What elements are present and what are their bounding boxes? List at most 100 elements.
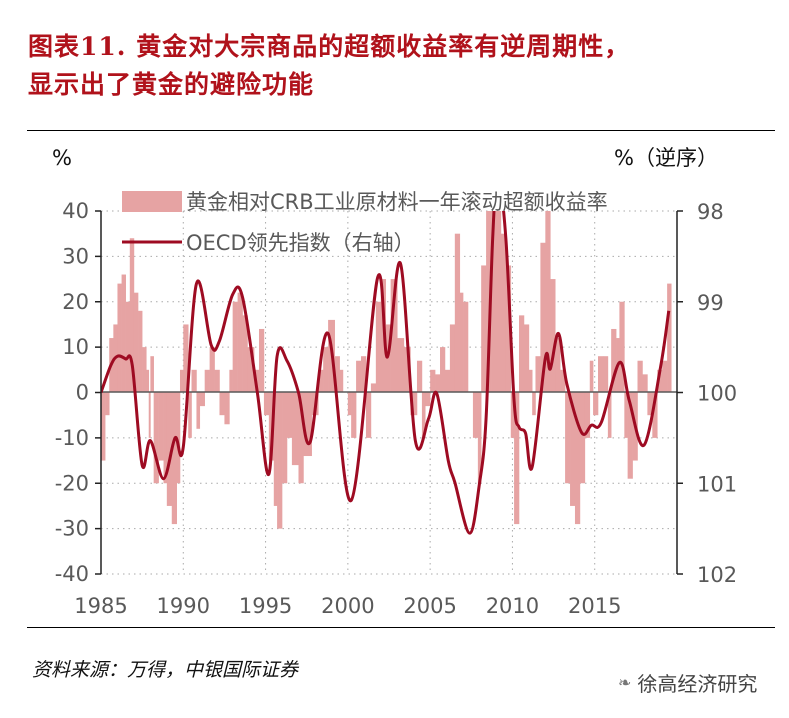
bar xyxy=(105,392,110,416)
left-tick-label: 20 xyxy=(62,290,89,314)
bar xyxy=(356,360,362,393)
bar xyxy=(188,392,192,438)
watermark-text: 徐高经济研究 xyxy=(637,674,758,696)
bar xyxy=(163,392,168,484)
bar xyxy=(229,369,233,393)
bar xyxy=(158,392,164,461)
legend: 黄金相对CRB工业原材料一年滚动超额收益率 OECD领先指数（右轴） xyxy=(122,190,608,255)
bar xyxy=(150,356,154,393)
bar xyxy=(334,356,340,393)
bar xyxy=(657,369,663,393)
bar xyxy=(142,347,147,393)
bar xyxy=(183,324,189,393)
bar xyxy=(500,233,507,393)
bar xyxy=(199,392,205,407)
bar xyxy=(449,324,456,393)
bar xyxy=(611,328,617,393)
bar xyxy=(652,392,658,438)
bar xyxy=(370,383,377,393)
bar xyxy=(421,392,426,438)
bar xyxy=(593,392,599,416)
bar xyxy=(410,392,418,416)
bar xyxy=(627,392,633,479)
bar xyxy=(282,392,288,484)
bar xyxy=(662,360,668,393)
left-tick-label: -10 xyxy=(55,426,89,450)
bar xyxy=(347,392,352,416)
x-tick-label: 2015 xyxy=(568,594,621,618)
oecd-line xyxy=(101,211,671,535)
bar xyxy=(286,392,293,438)
bar xyxy=(555,338,561,393)
bar xyxy=(385,324,391,393)
bar xyxy=(667,283,672,393)
bar xyxy=(191,369,197,393)
bar xyxy=(435,374,441,393)
bar xyxy=(463,301,469,393)
watermark: ❧ 徐高经济研究 xyxy=(618,668,757,697)
bar xyxy=(323,347,329,393)
bar xyxy=(224,392,230,425)
right-tick-label: 99 xyxy=(697,291,724,315)
left-tick-label: 40 xyxy=(62,199,89,223)
left-tick-label: -30 xyxy=(55,517,89,541)
bar xyxy=(219,392,225,416)
bar xyxy=(550,279,556,393)
bar xyxy=(397,338,405,393)
legend-bar-label: 黄金相对CRB工业原材料一年滚动超额收益率 xyxy=(186,190,608,214)
bar xyxy=(171,392,178,525)
bar xyxy=(176,392,181,484)
left-tick-label: 30 xyxy=(62,244,89,268)
bar xyxy=(232,301,238,393)
bar xyxy=(291,392,299,466)
bar xyxy=(318,369,324,393)
bar xyxy=(602,356,609,393)
bar xyxy=(148,392,151,438)
x-tick-label: 2000 xyxy=(321,594,374,618)
bar xyxy=(535,356,541,393)
bar xyxy=(565,392,571,484)
bar xyxy=(619,301,625,393)
bar xyxy=(204,369,210,393)
left-tick-label: 10 xyxy=(62,335,89,359)
top-divider xyxy=(27,130,775,131)
left-axis-unit: % xyxy=(52,146,72,170)
x-tick-label: 2010 xyxy=(486,594,539,618)
bar xyxy=(129,238,135,393)
bar xyxy=(477,392,482,484)
bar xyxy=(125,301,131,393)
bar xyxy=(495,211,502,393)
bar xyxy=(375,301,382,393)
bar xyxy=(647,392,653,416)
bar xyxy=(519,315,525,393)
bar xyxy=(166,392,173,506)
bar xyxy=(273,392,278,506)
bar xyxy=(505,265,512,393)
left-tick-label: 0 xyxy=(76,381,89,405)
bar xyxy=(560,369,566,393)
left-tick-label: -40 xyxy=(55,562,89,586)
bar xyxy=(481,265,487,393)
bar xyxy=(242,315,248,393)
bar xyxy=(117,283,122,393)
bar xyxy=(138,310,143,393)
left-tick-label: -20 xyxy=(55,471,89,495)
bar xyxy=(237,292,243,393)
chart-title: 图表11. 黄金对大宗商品的超额收益率有逆周期性， 显示出了黄金的避险功能 xyxy=(28,28,630,104)
bottom-divider xyxy=(27,627,775,628)
bar xyxy=(532,392,536,416)
bar xyxy=(258,328,265,393)
bar xyxy=(540,242,546,393)
bar xyxy=(390,279,398,393)
bar xyxy=(298,392,304,484)
right-axis-unit: %（逆序） xyxy=(614,146,718,170)
bar xyxy=(579,392,586,484)
chart-title-line1: 图表11. 黄金对大宗商品的超额收益率有逆周期性， xyxy=(28,32,631,61)
bar xyxy=(454,233,461,393)
bar xyxy=(209,347,215,393)
bar xyxy=(361,356,367,393)
bar xyxy=(101,392,106,461)
right-tick-label: 100 xyxy=(697,382,737,406)
